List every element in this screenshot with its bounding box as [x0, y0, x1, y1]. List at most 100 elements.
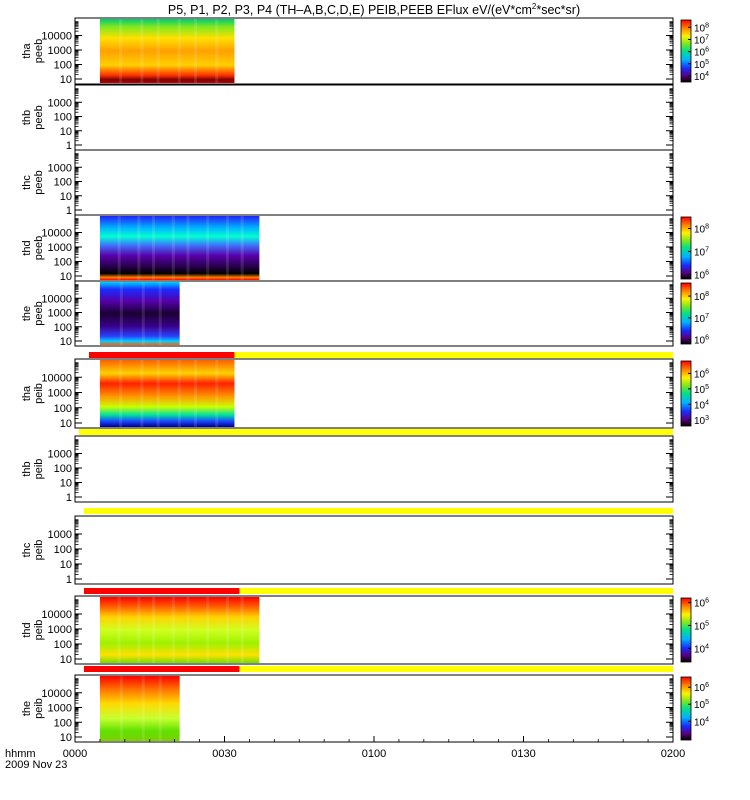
colorbar-tick-label: 105	[694, 59, 709, 71]
colorbar-tick-label: 106	[694, 368, 709, 380]
colorbar-tick-label: 108	[694, 22, 709, 34]
spectrogram-texture	[117, 597, 121, 663]
colorbar-tick-label: 104	[694, 71, 709, 83]
y-tick-label: 10	[60, 336, 72, 348]
panel-frame	[74, 149, 674, 216]
y-tick-label: 10	[60, 732, 72, 744]
y-tick-label: 100	[54, 177, 72, 189]
y-axis-label: thdpeeb	[21, 236, 45, 260]
spectrogram-texture	[186, 216, 190, 280]
y-axis-label: thcpeib	[21, 540, 45, 561]
y-tick-label: 10000	[41, 31, 72, 43]
spectrogram-texture	[240, 597, 244, 663]
spectrogram-texture	[215, 19, 219, 83]
colorbar-tick-label: 107	[694, 313, 709, 325]
figure-title: P5, P1, P2, P3, P4 (TH–A,B,C,D,E) PEIB,P…	[168, 2, 580, 17]
spectrogram-texture	[206, 597, 210, 663]
panel-stack: 10100100010000thapeeb1041051061071081101…	[21, 17, 709, 744]
y-axis-label: thapeeb	[21, 39, 45, 63]
y-tick-label: 1000	[48, 529, 72, 541]
panel-frame	[74, 435, 674, 503]
y-tick-label: 1	[66, 492, 72, 504]
y-tick-label: 10000	[41, 609, 72, 621]
y-axis-label: thcpeeb	[21, 170, 45, 194]
y-tick-label: 1000	[48, 308, 72, 320]
y-tick-label: 10000	[41, 228, 72, 240]
y-tick-label: 10	[60, 126, 72, 138]
y-axis-label: thbpeib	[21, 459, 45, 480]
colorbar-tick-label: 103	[694, 415, 709, 427]
colorbar-tick-label: 106	[694, 269, 709, 281]
time-axis-label-date: 2009 Nov 23	[5, 759, 67, 771]
colorbar-tick-label: 108	[694, 291, 709, 303]
spectrogram-texture	[152, 216, 156, 280]
y-tick-label: 100	[54, 403, 72, 415]
mode-bar-yellow	[234, 352, 673, 358]
y-axis-label: thdpeib	[21, 620, 45, 641]
colorbar-scale	[680, 19, 692, 83]
mode-bar-red	[83, 666, 240, 672]
y-tick-label: 1	[66, 574, 72, 586]
spectrogram-thd-peeb	[99, 216, 260, 280]
colorbar-tick-label: 107	[694, 34, 709, 46]
y-tick-label: 1	[66, 140, 72, 152]
spectrogram-the-peib	[99, 676, 180, 741]
colorbar-tick-label: 106	[694, 682, 709, 694]
spectrogram-texture	[186, 597, 190, 663]
mode-bar-yellow	[79, 429, 673, 435]
y-axis-label: thepeeb	[21, 301, 45, 325]
spectrogram-texture	[141, 676, 145, 741]
colorbar-tick-label: 104	[694, 399, 709, 411]
colorbar-scale	[680, 360, 692, 427]
colorbar-the-peib: 104 105 106	[680, 676, 709, 741]
spectrogram-thd-peib	[99, 597, 260, 663]
spectrogram-texture	[140, 360, 144, 427]
spectrogram-texture	[140, 19, 144, 83]
spectrogram-texture	[119, 676, 123, 741]
panel-frame	[74, 515, 674, 585]
y-tick-label: 10000	[41, 372, 72, 384]
spectrogram-texture	[141, 282, 145, 345]
spectrogram-texture	[177, 360, 181, 427]
mode-bar-red	[88, 352, 235, 358]
panel-frame	[74, 84, 674, 151]
x-tick-label: 0130	[511, 748, 535, 760]
colorbar-tick-label: 106	[694, 598, 709, 610]
x-tick-label: 0100	[362, 748, 386, 760]
y-tick-label: 1	[66, 205, 72, 217]
spectrogram-texture	[194, 19, 198, 83]
spectrogram-texture	[171, 216, 175, 280]
spectrogram-tha-peib	[99, 360, 235, 427]
y-tick-label: 10000	[41, 688, 72, 700]
y-tick-label: 1000	[48, 449, 72, 461]
colorbar-tick-label: 106	[694, 47, 709, 59]
spectrogram-texture	[137, 597, 141, 663]
y-tick-label: 10	[60, 478, 72, 490]
spectrogram-texture	[158, 676, 162, 741]
y-axis-label: thbpeeb	[21, 105, 45, 129]
colorbar-scale	[680, 216, 692, 280]
x-tick-label: 0200	[661, 748, 685, 760]
y-tick-label: 100	[54, 322, 72, 334]
colorbar-tick-label: 104	[694, 716, 709, 728]
spectrogram-texture	[137, 216, 141, 280]
y-tick-label: 100	[54, 639, 72, 651]
y-tick-label: 10	[60, 191, 72, 203]
spectrogram-texture	[119, 282, 123, 345]
y-tick-label: 10	[60, 654, 72, 666]
colorbar-scale	[680, 282, 692, 345]
spectrogram-texture	[206, 216, 210, 280]
colorbar-tick-label: 108	[694, 223, 709, 235]
colorbar-the-peeb: 106 107 108	[680, 282, 709, 347]
y-tick-label: 1000	[48, 624, 72, 636]
y-tick-label: 100	[54, 717, 72, 729]
